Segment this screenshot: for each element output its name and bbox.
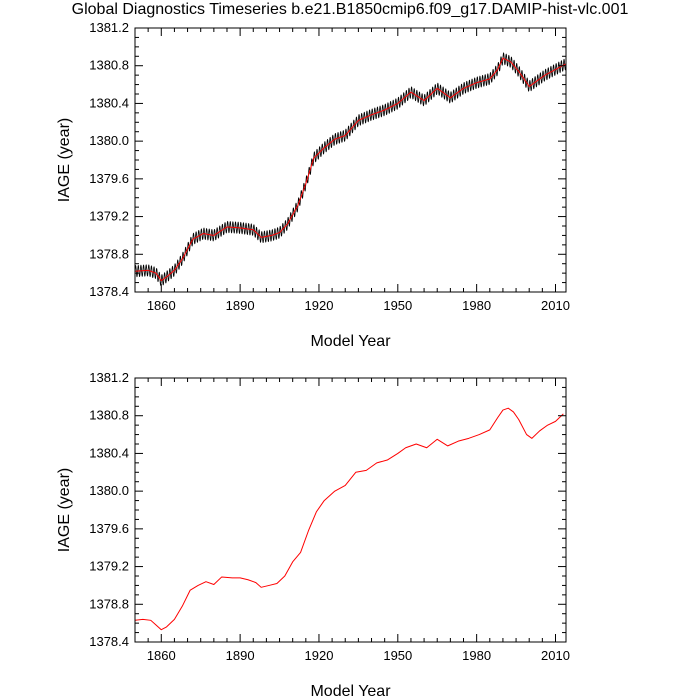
x-tick-label: 1980 <box>462 298 491 313</box>
y-tick-label: 1379.2 <box>89 209 129 224</box>
y-tick-label: 1379.2 <box>89 559 129 574</box>
y-tick-label: 1378.8 <box>89 246 129 261</box>
x-tick-label: 2010 <box>541 648 570 663</box>
series-line-annual_mean <box>135 407 564 631</box>
y-tick-label: 1380.8 <box>89 58 129 73</box>
y-tick-label: 1378.4 <box>89 634 129 649</box>
x-axis-title: Model Year <box>310 683 391 700</box>
x-tick-label: 1950 <box>383 648 412 663</box>
y-tick-label: 1379.6 <box>89 171 129 186</box>
y-tick-label: 1379.6 <box>89 521 129 536</box>
x-axis-title: Model Year <box>310 333 391 350</box>
y-tick-label: 1380.0 <box>89 133 129 148</box>
y-tick-label: 1380.4 <box>89 445 129 460</box>
x-tick-label: 1860 <box>147 298 176 313</box>
y-tick-label: 1381.2 <box>89 370 129 385</box>
x-tick-label: 1980 <box>462 648 491 663</box>
chart-panel-2: 1860 1890 1920 1950 1980 2010 1378.4 1378.8 1379… <box>56 370 570 700</box>
y-tick-label: 1380.4 <box>89 95 129 110</box>
plot-area <box>135 407 564 631</box>
y-axis-title: IAGE (year) <box>56 118 73 202</box>
y-axis-title: IAGE (year) <box>56 468 73 552</box>
x-tick-label: 1950 <box>383 298 412 313</box>
plot-area <box>135 52 566 286</box>
x-tick-label: 1920 <box>305 648 334 663</box>
x-tick-label: 1890 <box>226 298 255 313</box>
x-tick-label: 1860 <box>147 648 176 663</box>
x-tick-label: 1920 <box>305 298 334 313</box>
x-tick-label: 1890 <box>226 648 255 663</box>
y-tick-label: 1380.8 <box>89 408 129 423</box>
plot-frame <box>134 377 567 643</box>
y-tick-label: 1380.0 <box>89 483 129 498</box>
y-tick-label: 1378.8 <box>89 596 129 611</box>
x-tick-label: 2010 <box>541 298 570 313</box>
y-tick-label: 1381.2 <box>89 20 129 35</box>
y-tick-label: 1378.4 <box>89 284 129 299</box>
series-line-running_mean <box>135 57 566 282</box>
series-line-monthly <box>135 52 566 286</box>
plot-frame <box>134 27 567 293</box>
figure-title: Global Diagnostics Timeseries b.e21.B185… <box>71 1 629 18</box>
chart-panel-1: 1860 1890 1920 1950 1980 2010 1378.4 1378.8 1379… <box>56 20 570 350</box>
